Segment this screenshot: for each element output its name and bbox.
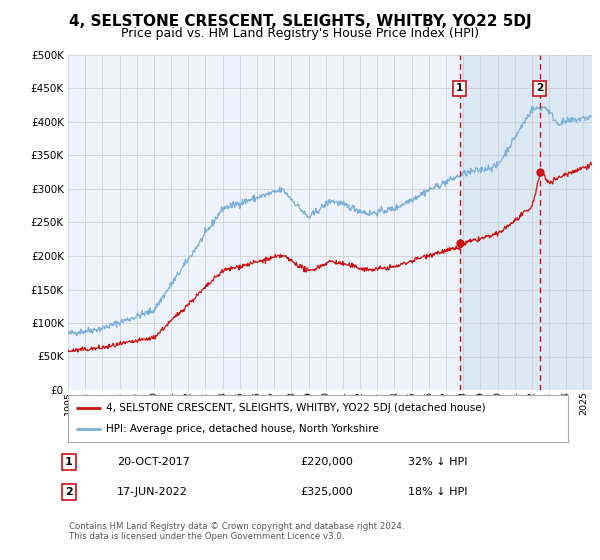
Text: 2: 2 <box>536 83 544 94</box>
Text: £220,000: £220,000 <box>300 457 353 467</box>
Text: Price paid vs. HM Land Registry's House Price Index (HPI): Price paid vs. HM Land Registry's House … <box>121 27 479 40</box>
Text: 1: 1 <box>456 83 463 94</box>
Text: HPI: Average price, detached house, North Yorkshire: HPI: Average price, detached house, Nort… <box>106 424 378 435</box>
Text: 17-JUN-2022: 17-JUN-2022 <box>117 487 188 497</box>
Text: 18% ↓ HPI: 18% ↓ HPI <box>408 487 467 497</box>
Text: 2: 2 <box>65 487 73 497</box>
Text: £325,000: £325,000 <box>300 487 353 497</box>
Text: 20-OCT-2017: 20-OCT-2017 <box>117 457 190 467</box>
Text: Contains HM Land Registry data © Crown copyright and database right 2024.
This d: Contains HM Land Registry data © Crown c… <box>69 522 404 542</box>
Text: 32% ↓ HPI: 32% ↓ HPI <box>408 457 467 467</box>
Text: 4, SELSTONE CRESCENT, SLEIGHTS, WHITBY, YO22 5DJ (detached house): 4, SELSTONE CRESCENT, SLEIGHTS, WHITBY, … <box>106 403 485 413</box>
Bar <box>460 55 592 390</box>
Text: 1: 1 <box>65 457 73 467</box>
Text: 4, SELSTONE CRESCENT, SLEIGHTS, WHITBY, YO22 5DJ: 4, SELSTONE CRESCENT, SLEIGHTS, WHITBY, … <box>68 14 532 29</box>
